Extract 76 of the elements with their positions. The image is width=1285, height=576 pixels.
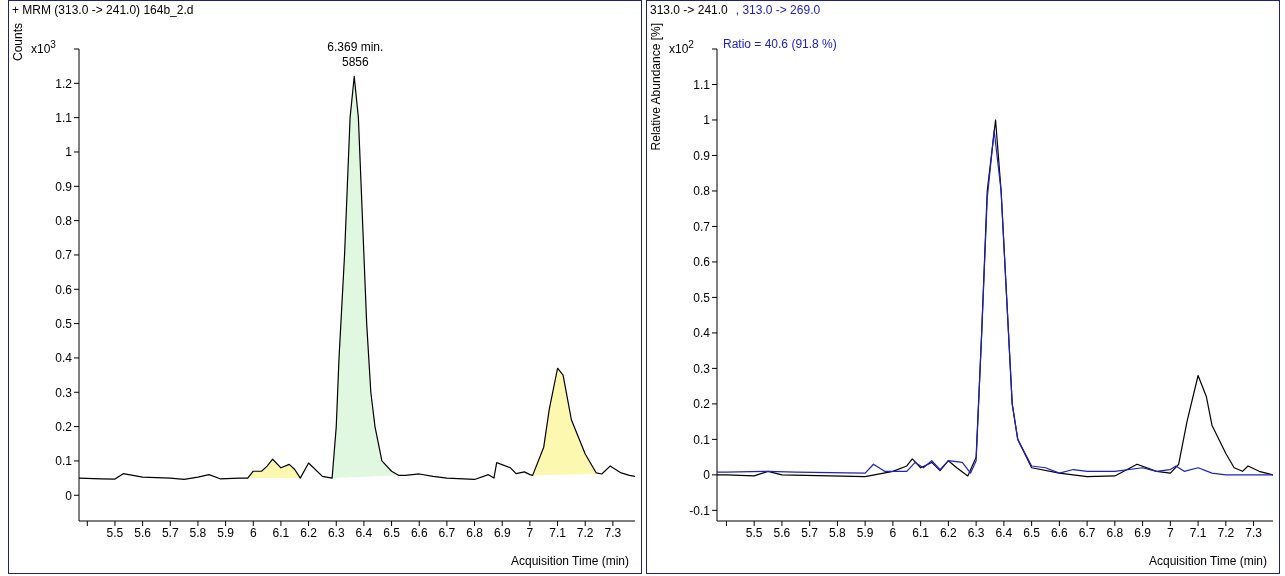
- x-tick-label: 6.9: [493, 525, 511, 540]
- y-tick-label: 0.3: [55, 385, 73, 400]
- x-tick-label: 5.6: [134, 525, 152, 540]
- x-tick-label: 6.7: [1078, 525, 1096, 540]
- x-tick-label: 6.1: [272, 525, 290, 540]
- y-axis-title: Relative Abundance [%]: [649, 23, 663, 151]
- y-tick-label: 0.2: [55, 419, 73, 434]
- x-tick-label: 6.2: [300, 525, 318, 540]
- y-tick-label: 0.4: [693, 326, 711, 341]
- annotation: 5856: [340, 55, 370, 70]
- y-tick-label: 0.9: [693, 148, 711, 163]
- x-axis-title: Acquisition Time (min): [510, 554, 629, 568]
- x-tick-label: 6.8: [1106, 525, 1124, 540]
- x-tick-label: 5.5: [106, 525, 124, 540]
- x-axis-title: Acquisition Time (min): [1148, 554, 1267, 568]
- x-tick-label: 7.2: [1217, 525, 1235, 540]
- y-tick-label: 0.8: [693, 184, 711, 199]
- y-tick-label: 0.8: [55, 213, 73, 228]
- y-tick-label: 0.7: [55, 248, 73, 263]
- annotation: Ratio = 40.6 (91.8 %): [723, 37, 837, 51]
- x-tick-label: 6.6: [1051, 525, 1069, 540]
- y-tick-label: 1: [65, 145, 73, 160]
- x-tick-label: 6.3: [967, 525, 985, 540]
- x-tick-label: 5.7: [161, 525, 179, 540]
- y-axis-title: Counts: [11, 23, 25, 62]
- x-tick-label: 5.9: [856, 525, 874, 540]
- x-tick-label: 5.9: [217, 525, 235, 540]
- chart-title: + MRM (313.0 -> 241.0) 164b_2.d: [12, 3, 194, 17]
- y-tick-label: 0.7: [693, 219, 711, 234]
- x-tick-label: 6.7: [438, 525, 456, 540]
- x-tick-label: 6.9: [1134, 525, 1152, 540]
- y-tick-label: 0.4: [55, 351, 73, 366]
- y-tick-label: 1.2: [55, 76, 73, 91]
- x-tick-label: 5.8: [829, 525, 847, 540]
- y-tick-label: 0.3: [693, 361, 711, 376]
- y-tick-label: 0.6: [693, 255, 711, 270]
- y-tick-label: -0.1: [689, 503, 711, 518]
- y-tick-label: 0.6: [55, 282, 73, 297]
- text: 313.0 -> 241.0: [650, 2, 728, 19]
- x-tick-label: 5.7: [801, 525, 819, 540]
- x-tick-label: 7: [526, 525, 534, 540]
- x-tick-label: 6.4: [355, 525, 373, 540]
- x-tick-label: 7.3: [604, 525, 622, 540]
- y-tick-label: 0.5: [55, 316, 73, 331]
- x-tick-label: 7: [1167, 525, 1174, 540]
- y-tick-label: 1.1: [55, 110, 73, 125]
- x-tick-label: 5.5: [745, 525, 763, 540]
- x-tick-label: 6.5: [383, 525, 401, 540]
- x-tick-label: 6.8: [466, 525, 484, 540]
- x-tick-label: 5.8: [189, 525, 207, 540]
- y-tick-label: 0.1: [55, 454, 73, 469]
- y-tick-label: 0.1: [693, 432, 711, 447]
- y-tick-label: 0: [703, 468, 711, 483]
- x-tick-label: 6.4: [995, 525, 1013, 540]
- text: , 313.0 -> 269.0: [735, 2, 821, 19]
- y-tick-label: 1: [703, 113, 711, 128]
- text: x10$^{2}$: [669, 39, 694, 56]
- y-tick-label: 0.5: [693, 290, 711, 305]
- x-tick-label: 6: [249, 525, 257, 540]
- x-tick-label: 7.1: [1189, 525, 1207, 540]
- text: x10$^{3}$: [31, 39, 56, 56]
- x-tick-label: 6.2: [940, 525, 958, 540]
- x-tick-label: 6.5: [1023, 525, 1041, 540]
- x-tick-label: 7.1: [549, 525, 567, 540]
- x-tick-label: 6.3: [327, 525, 345, 540]
- y-tick-label: 1.1: [693, 77, 711, 92]
- y-tick-label: 0: [65, 488, 73, 503]
- y-tick-label: 0.2: [693, 397, 711, 412]
- y-tick-label: 0.9: [55, 179, 73, 194]
- x-tick-label: 6: [889, 525, 897, 540]
- x-tick-label: 6.1: [912, 525, 930, 540]
- x-tick-label: 6.6: [410, 525, 428, 540]
- annotation: 6.369 min.: [326, 40, 385, 55]
- x-tick-label: 7.3: [1245, 525, 1263, 540]
- x-tick-label: 7.2: [576, 525, 594, 540]
- x-tick-label: 5.6: [773, 525, 791, 540]
